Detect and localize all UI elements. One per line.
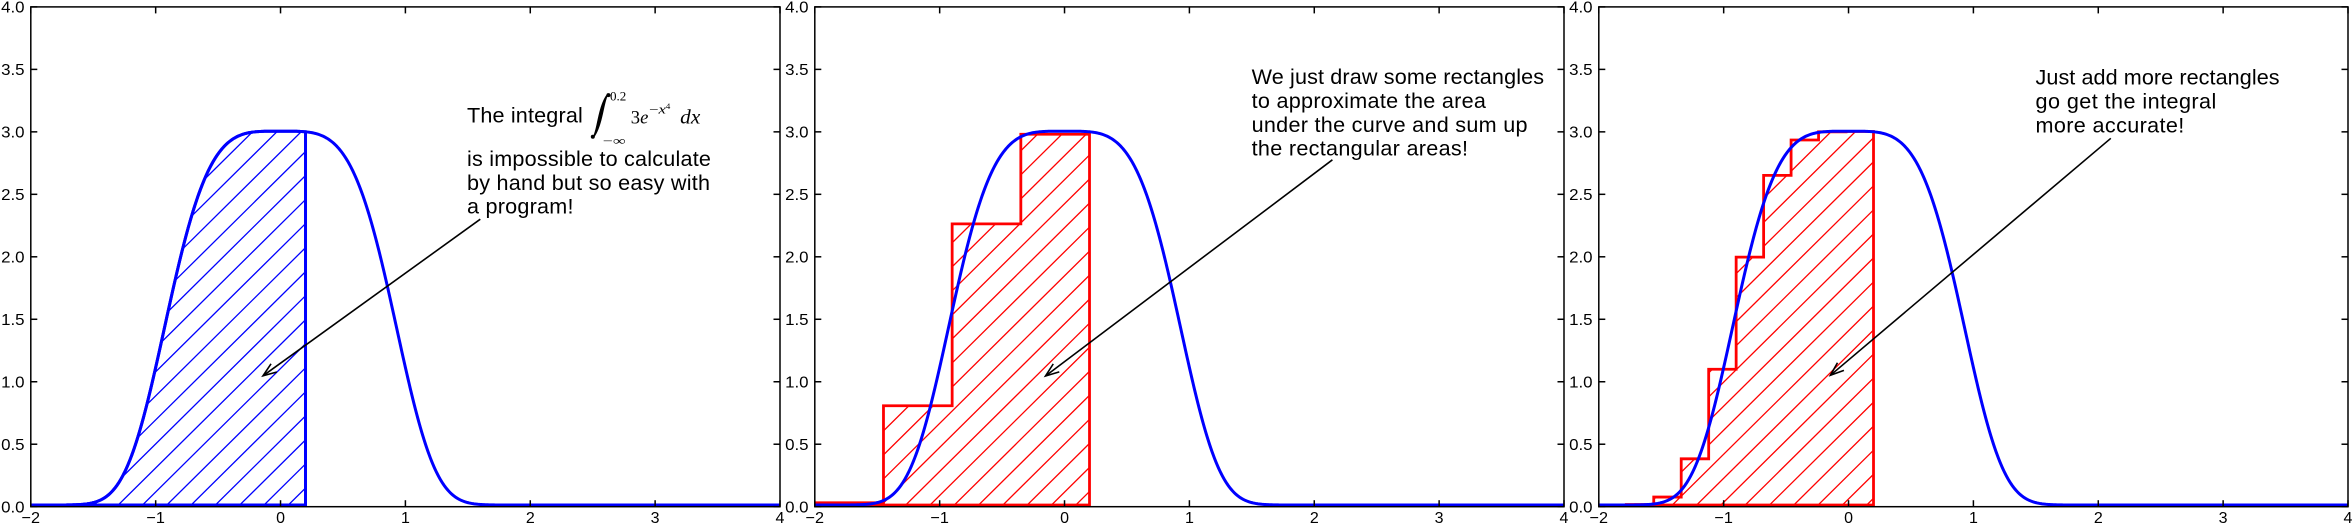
- svg-text:1.0: 1.0: [1, 374, 25, 391]
- svg-text:0.0: 0.0: [785, 499, 809, 516]
- svg-text:The integral: The integral: [467, 103, 583, 128]
- svg-text:by hand but so easy with: by hand but so easy with: [467, 170, 710, 195]
- svg-text:3.5: 3.5: [1569, 62, 1593, 79]
- svg-text:go get the integral: go get the integral: [2036, 88, 2217, 113]
- svg-text:0.5: 0.5: [1569, 437, 1593, 454]
- svg-text:3e: 3e: [631, 108, 649, 129]
- svg-text:−1: −1: [1714, 510, 1733, 524]
- svg-text:4: 4: [2344, 510, 2352, 524]
- svg-text:1: 1: [401, 510, 410, 524]
- svg-text:2: 2: [526, 510, 535, 524]
- svg-text:under the curve and sum up: under the curve and sum up: [1252, 112, 1528, 137]
- svg-text:3.0: 3.0: [1569, 124, 1593, 141]
- svg-text:1.5: 1.5: [785, 312, 809, 329]
- svg-text:dx: dx: [680, 107, 700, 129]
- svg-text:1: 1: [1185, 510, 1194, 524]
- svg-text:3: 3: [2219, 510, 2228, 524]
- svg-text:3.5: 3.5: [785, 62, 809, 79]
- svg-text:2.5: 2.5: [1, 187, 25, 204]
- svg-text:−∞: −∞: [603, 134, 626, 148]
- svg-text:4.0: 4.0: [785, 0, 809, 17]
- svg-text:−2: −2: [1590, 510, 1609, 524]
- svg-text:4.0: 4.0: [1, 0, 25, 17]
- svg-text:1.0: 1.0: [1569, 374, 1593, 391]
- svg-text:3.5: 3.5: [1, 62, 25, 79]
- svg-text:2: 2: [2094, 510, 2103, 524]
- svg-text:2.5: 2.5: [785, 187, 809, 204]
- svg-text:1.0: 1.0: [785, 374, 809, 391]
- svg-text:4: 4: [776, 510, 785, 524]
- svg-text:2.0: 2.0: [1, 249, 25, 266]
- svg-text:0.5: 0.5: [1, 437, 25, 454]
- svg-text:0: 0: [1060, 510, 1069, 524]
- svg-text:0.0: 0.0: [1569, 499, 1593, 516]
- svg-text:3.0: 3.0: [1, 124, 25, 141]
- svg-text:0.5: 0.5: [785, 437, 809, 454]
- svg-text:the rectangular areas!: the rectangular areas!: [1252, 136, 1468, 161]
- svg-text:−1: −1: [930, 510, 949, 524]
- svg-text:2.0: 2.0: [1569, 249, 1593, 266]
- svg-text:3: 3: [1435, 510, 1444, 524]
- svg-text:−2: −2: [22, 510, 41, 524]
- svg-text:1.5: 1.5: [1, 312, 25, 329]
- svg-text:4.0: 4.0: [1569, 0, 1593, 17]
- svg-text:1: 1: [1969, 510, 1978, 524]
- svg-text:to approximate the area: to approximate the area: [1252, 88, 1487, 113]
- svg-text:3: 3: [651, 510, 660, 524]
- svg-text:4: 4: [666, 101, 671, 111]
- svg-text:−2: −2: [806, 510, 825, 524]
- svg-text:0.0: 0.0: [1, 499, 25, 516]
- svg-text:0: 0: [276, 510, 285, 524]
- svg-text:is impossible to calculate: is impossible to calculate: [467, 146, 711, 171]
- svg-text:We just draw some rectangles: We just draw some rectangles: [1252, 64, 1545, 89]
- svg-text:more accurate!: more accurate!: [2036, 112, 2185, 137]
- svg-text:0.2: 0.2: [610, 89, 626, 103]
- svg-text:2.0: 2.0: [785, 249, 809, 266]
- svg-text:Just add more rectangles: Just add more rectangles: [2036, 65, 2280, 90]
- svg-text:2.5: 2.5: [1569, 187, 1593, 204]
- svg-text:2: 2: [1310, 510, 1319, 524]
- svg-text:1.5: 1.5: [1569, 312, 1593, 329]
- svg-text:4: 4: [1560, 510, 1569, 524]
- svg-text:−1: −1: [146, 510, 165, 524]
- svg-text:3.0: 3.0: [785, 124, 809, 141]
- svg-text:−x: − x: [649, 102, 667, 116]
- svg-text:0: 0: [1844, 510, 1853, 524]
- svg-text:a program!: a program!: [467, 194, 574, 219]
